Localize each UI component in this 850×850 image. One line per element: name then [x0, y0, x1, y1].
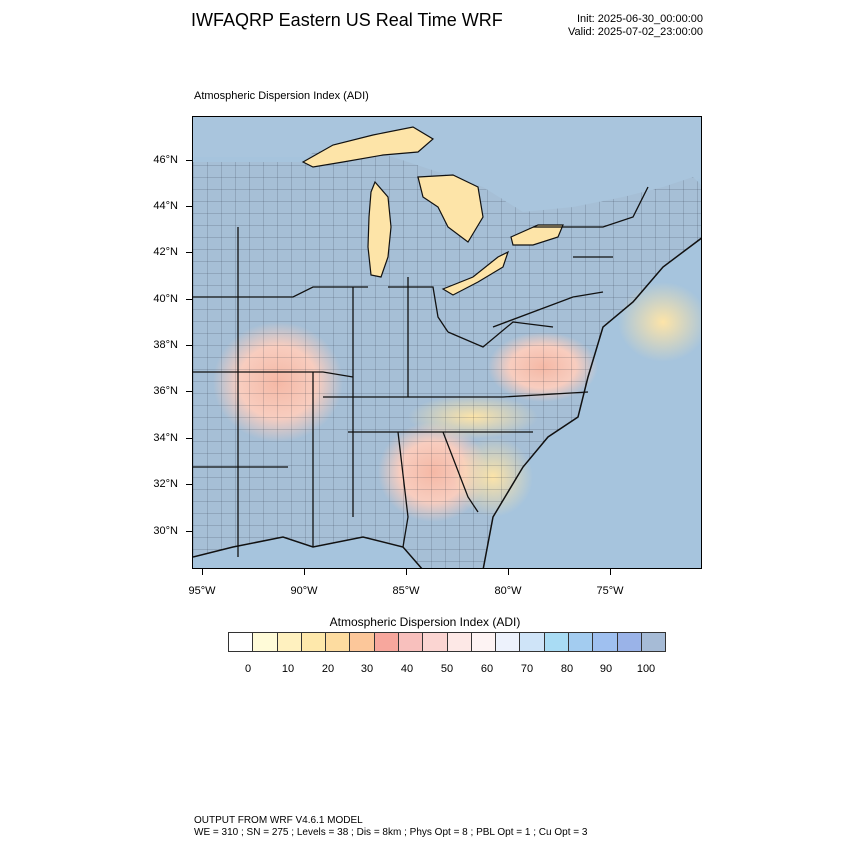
colorbar-box: [544, 633, 569, 651]
lat-tick: [186, 391, 192, 392]
colorbar: [228, 632, 666, 652]
valid-time: Valid: 2025-07-02_23:00:00: [568, 26, 703, 38]
lon-label: 95°W: [188, 585, 216, 597]
county-boundaries: [193, 147, 701, 568]
colorbar-label: 10: [281, 663, 295, 675]
colorbar-box: [398, 633, 424, 651]
lat-tick: [186, 252, 192, 253]
colorbar-box: [326, 633, 351, 651]
init-time: Init: 2025-06-30_00:00:00: [577, 13, 703, 25]
chart-title: IWFAQRP Eastern US Real Time WRF: [191, 10, 503, 30]
lat-label: 40°N: [153, 293, 178, 305]
lake-superior: [301, 126, 435, 168]
colorbar-label: 40: [400, 663, 414, 675]
colorbar-label: 70: [520, 663, 534, 675]
colorbar-label: 60: [480, 663, 494, 675]
colorbar-box: [471, 633, 497, 651]
lat-label: 42°N: [153, 246, 178, 258]
lat-label: 34°N: [153, 432, 178, 444]
colorbar-box: [568, 633, 594, 651]
colorbar-box: [253, 633, 278, 651]
colorbar-box: [277, 633, 302, 651]
lake-erie: [441, 250, 510, 296]
lat-tick: [186, 160, 192, 161]
map-canvas: [193, 117, 701, 568]
colorbar-label: 20: [321, 663, 335, 675]
map-subtitle: Atmospheric Dispersion Index (ADI): [194, 90, 369, 102]
lon-tick: [508, 569, 509, 575]
lake-huron: [417, 174, 484, 243]
lat-tick: [186, 531, 192, 532]
lat-label: 38°N: [153, 339, 178, 351]
lat-label: 30°N: [153, 525, 178, 537]
model-info: OUTPUT FROM WRF V4.6.1 MODEL: [194, 815, 363, 826]
atlantic-coastline: [482, 237, 701, 568]
lon-label: 85°W: [392, 585, 420, 597]
lake-michigan: [367, 180, 392, 278]
canada-land: [193, 117, 701, 227]
lat-tick: [186, 206, 192, 207]
colorbar-box: [229, 633, 254, 651]
colorbar-box: [593, 633, 618, 651]
colorbar-box: [617, 633, 642, 651]
lon-tick: [406, 569, 407, 575]
lat-tick: [186, 345, 192, 346]
state-boundaries: [193, 186, 649, 557]
colorbar-box: [447, 633, 472, 651]
colorbar-label: 30: [360, 663, 374, 675]
adi-map: [192, 116, 702, 569]
colorbar-box: [496, 633, 521, 651]
colorbar-label: 100: [636, 663, 656, 675]
colorbar-box: [423, 633, 448, 651]
colorbar-box: [350, 633, 375, 651]
gulf-coastline: [193, 536, 423, 568]
lat-tick: [186, 299, 192, 300]
lat-tick: [186, 438, 192, 439]
lat-label: 46°N: [153, 154, 178, 166]
colorbar-label: 80: [560, 663, 574, 675]
colorbar-box: [301, 633, 327, 651]
colorbar-label: 90: [599, 663, 613, 675]
colorbar-box: [641, 633, 666, 651]
lon-label: 80°W: [494, 585, 522, 597]
colorbar-label: 50: [440, 663, 454, 675]
colorbar-box: [520, 633, 545, 651]
colorbar-label: 0: [244, 663, 252, 675]
lat-label: 36°N: [153, 385, 178, 397]
lon-label: 75°W: [596, 585, 624, 597]
legend-title: Atmospheric Dispersion Index (ADI): [329, 615, 521, 629]
lat-label: 44°N: [153, 200, 178, 212]
colorbar-box: [374, 633, 399, 651]
lat-tick: [186, 484, 192, 485]
lon-tick: [304, 569, 305, 575]
lon-label: 90°W: [290, 585, 318, 597]
lon-tick: [610, 569, 611, 575]
model-config: WE = 310 ; SN = 275 ; Levels = 38 ; Dis …: [194, 827, 588, 838]
lat-label: 32°N: [153, 478, 178, 490]
lake-ontario: [510, 224, 564, 246]
warm-zone-atlantic: [618, 282, 701, 362]
lon-tick: [202, 569, 203, 575]
